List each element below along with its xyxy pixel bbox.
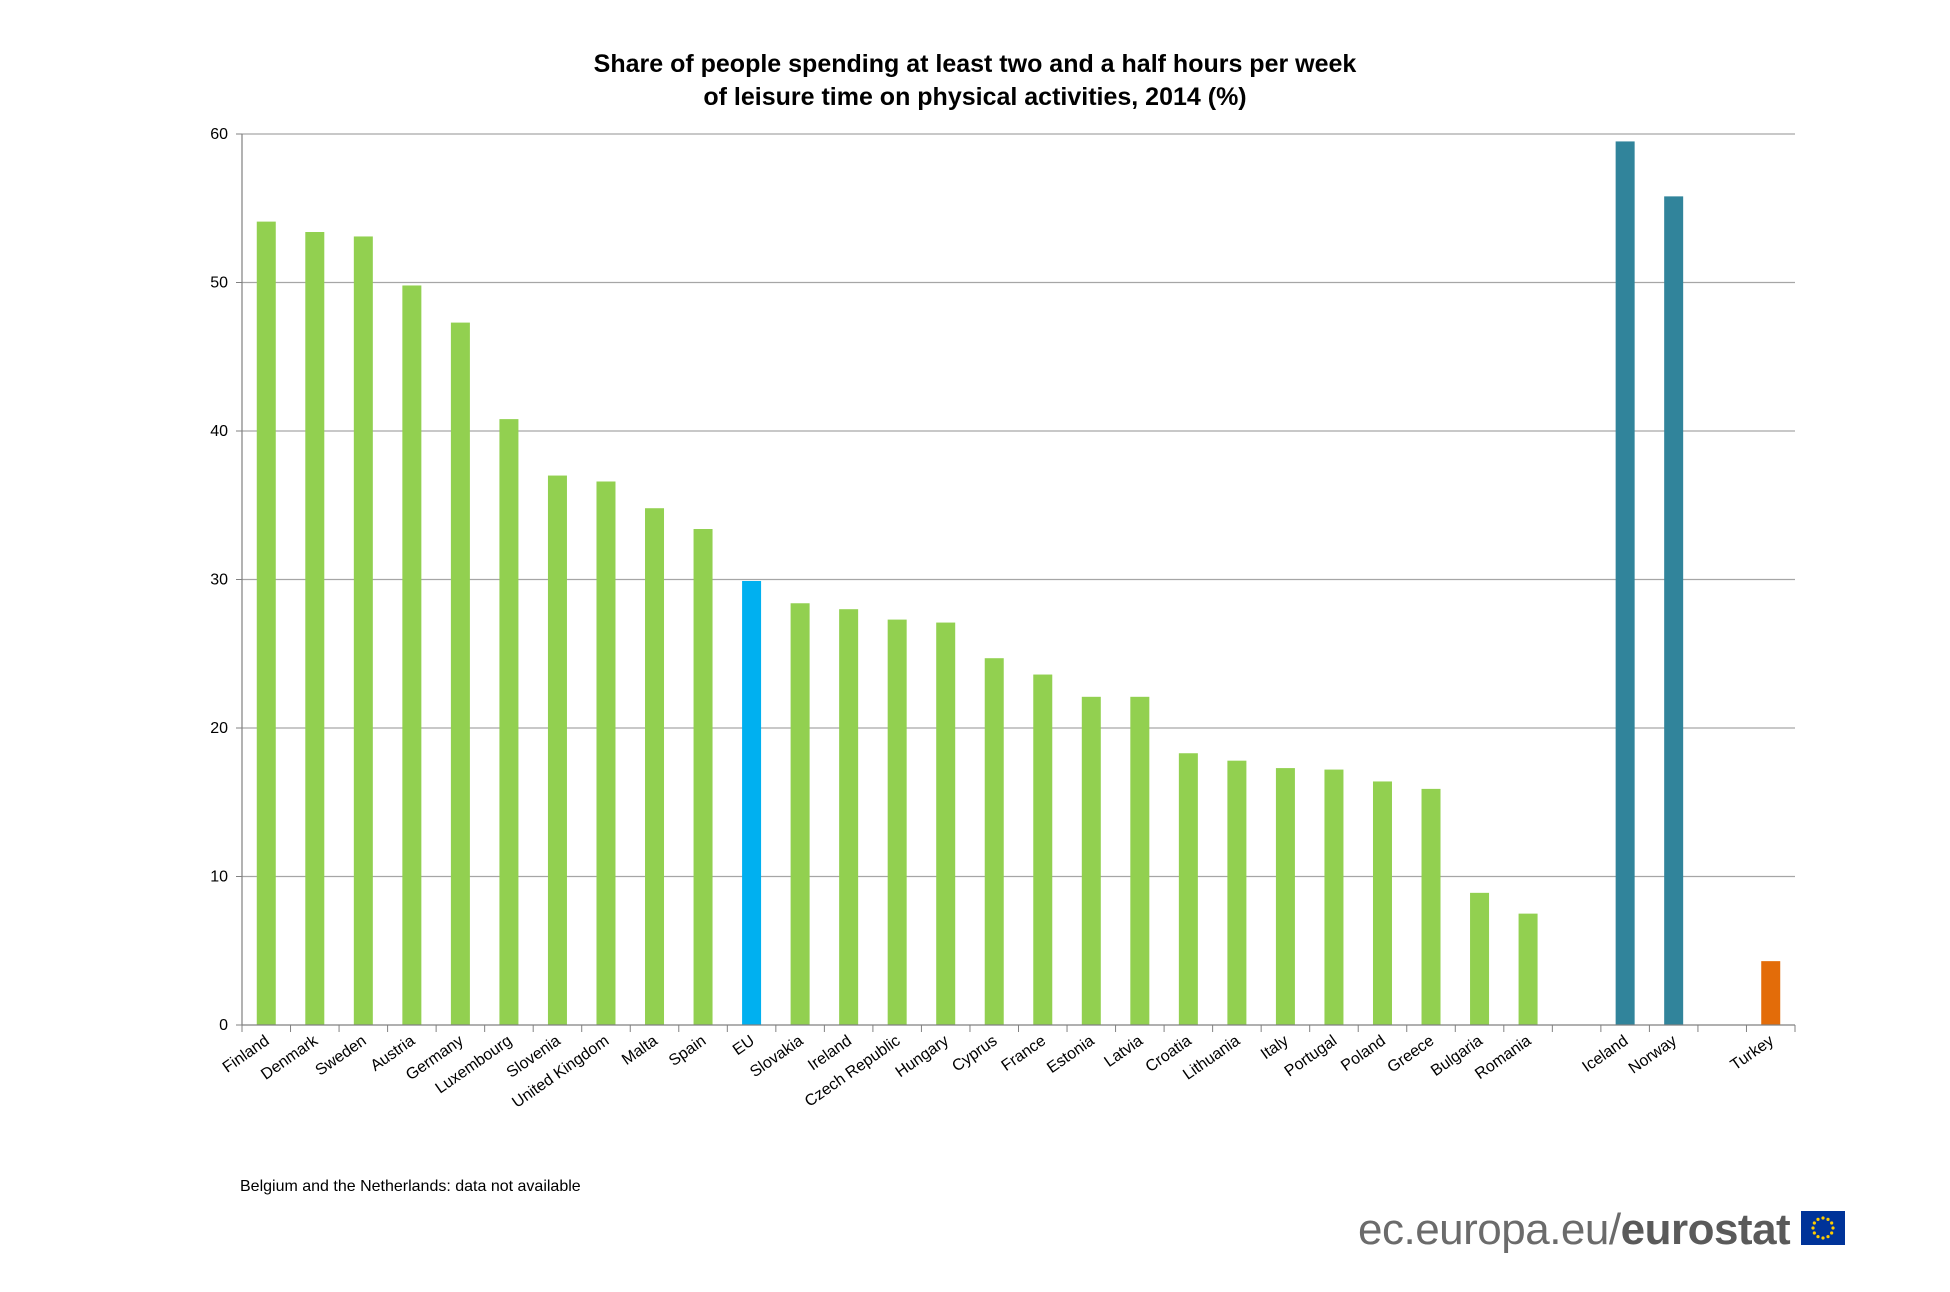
x-category-label: France <box>999 1032 1050 1075</box>
bar-estonia <box>1081 696 1101 1025</box>
bar-hungary <box>936 622 956 1025</box>
flag-star <box>1821 1216 1825 1220</box>
bar-slovakia <box>790 603 810 1025</box>
bar-luxembourg <box>499 419 519 1025</box>
y-tick-label: 40 <box>210 423 228 440</box>
logo-prefix: ec.europa.eu/ <box>1358 1205 1621 1254</box>
eurostat-logo[interactable]: ec.europa.eu/eurostat <box>1358 1205 1845 1255</box>
x-category-label: Malta <box>619 1032 661 1068</box>
bar-ireland <box>839 609 859 1025</box>
x-category-label: Romania <box>1472 1032 1534 1083</box>
bar-bulgaria <box>1470 892 1490 1025</box>
bar-czech-republic <box>887 619 907 1025</box>
bar-iceland <box>1615 141 1635 1026</box>
bar-greece <box>1421 788 1441 1025</box>
flag-star <box>1829 1221 1833 1225</box>
bar-spain <box>693 529 713 1025</box>
flag-star <box>1816 1235 1820 1239</box>
bar-norway <box>1664 196 1684 1025</box>
y-tick-label: 50 <box>210 275 228 292</box>
bar-austria <box>402 285 422 1026</box>
bar-germany <box>450 322 470 1026</box>
bar-lithuania <box>1227 760 1247 1025</box>
axes: 0 10 20 30 40 50 60 <box>210 126 1796 1034</box>
bar-eu <box>742 580 762 1025</box>
flag-star <box>1812 1231 1816 1235</box>
bar-malta <box>645 508 665 1026</box>
y-tick-label: 20 <box>210 720 228 737</box>
bar-latvia <box>1130 696 1150 1025</box>
bar-croatia <box>1178 753 1198 1025</box>
eu-flag-icon <box>1800 1211 1845 1245</box>
chart-title-line-2: of leisure time on physical activities, … <box>703 83 1247 111</box>
footnote: Belgium and the Netherlands: data not av… <box>240 1178 581 1195</box>
bar-poland <box>1372 781 1392 1025</box>
flag-star <box>1826 1217 1830 1221</box>
bar-portugal <box>1324 769 1344 1025</box>
bar-united-kingdom <box>596 481 616 1025</box>
y-tick-label: 60 <box>210 126 228 143</box>
x-category-label: Latvia <box>1101 1032 1146 1070</box>
flag-star <box>1812 1221 1816 1225</box>
flag-star <box>1821 1236 1825 1240</box>
bar-slovenia <box>547 475 567 1025</box>
x-category-label: Slovakia <box>747 1032 806 1081</box>
x-category-label: Sweden <box>313 1032 370 1079</box>
bar-cyprus <box>984 658 1004 1025</box>
x-category-label: Estonia <box>1044 1032 1098 1077</box>
bar-turkey <box>1761 961 1781 1025</box>
y-tick-label: 0 <box>219 1017 228 1034</box>
x-category-label: EU <box>730 1032 758 1059</box>
category-labels: FinlandDenmarkSwedenAustriaGermanyLuxemb… <box>220 1032 1777 1112</box>
bar-sweden <box>353 236 373 1026</box>
x-category-label: Iceland <box>1579 1032 1631 1076</box>
x-category-label: Italy <box>1258 1032 1292 1063</box>
chart-title: Share of people spending at least two an… <box>0 48 1950 114</box>
flag-star <box>1831 1226 1835 1230</box>
bar-denmark <box>305 232 325 1025</box>
flag-star <box>1811 1226 1815 1230</box>
gridlines <box>242 133 1795 878</box>
x-category-label: Norway <box>1626 1032 1680 1077</box>
x-category-label: Hungary <box>893 1032 952 1081</box>
bar-italy <box>1275 768 1295 1025</box>
x-category-label: Portugal <box>1282 1032 1341 1080</box>
y-tick-label: 10 <box>210 869 228 886</box>
bars <box>256 141 1781 1026</box>
x-category-label: Cyprus <box>949 1032 1000 1075</box>
bar-romania <box>1518 913 1538 1025</box>
x-category-label: Poland <box>1338 1032 1389 1075</box>
bar-france <box>1033 674 1053 1025</box>
flag-star <box>1829 1231 1833 1235</box>
logo-brand: eurostat <box>1620 1205 1791 1254</box>
flag-star <box>1826 1235 1830 1239</box>
chart-title-line-1: Share of people spending at least two an… <box>593 50 1357 78</box>
x-category-label: Turkey <box>1728 1032 1777 1074</box>
flag-star <box>1816 1217 1820 1221</box>
y-tick-label: 30 <box>210 572 228 589</box>
bar-finland <box>256 221 276 1026</box>
x-category-label: Spain <box>666 1032 709 1069</box>
